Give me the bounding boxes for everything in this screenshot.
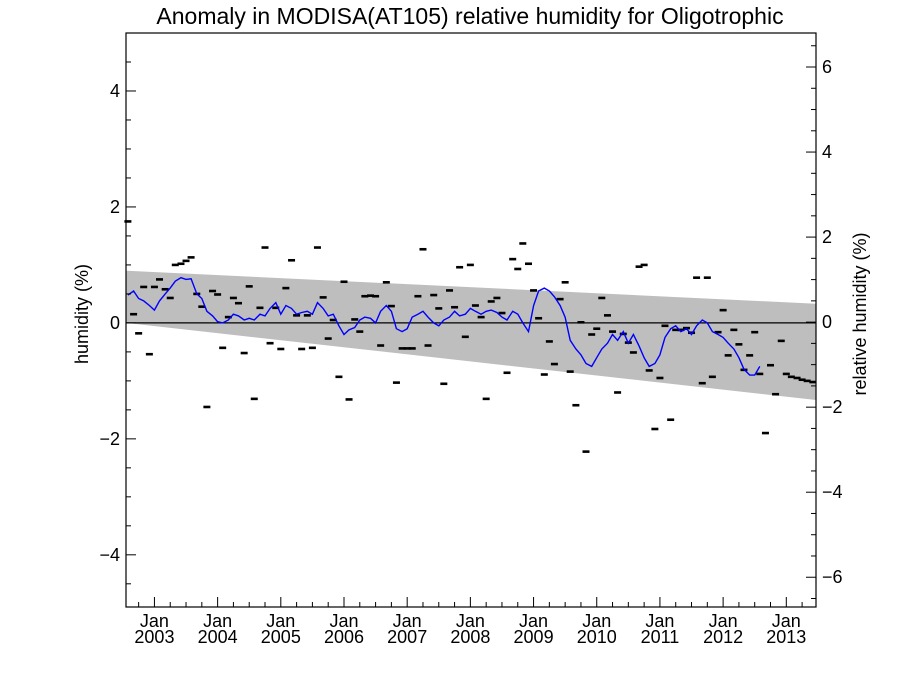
y-tick-label: 0: [110, 313, 120, 333]
y-tick-label-right: 2: [822, 227, 832, 247]
y-tick-label-right: −6: [822, 567, 843, 587]
y-tick-label-right: 6: [822, 57, 832, 77]
y-tick-label: 4: [110, 81, 120, 101]
running-mean-line: [127, 276, 761, 376]
y-tick-label: −2: [99, 429, 120, 449]
y-tick-label-right: −2: [822, 397, 843, 417]
x-tick-label-year: 2006: [324, 627, 364, 647]
x-tick-label-year: 2005: [261, 627, 301, 647]
x-tick-label-month: Jan: [393, 611, 422, 631]
y-tick-label-right: 4: [822, 142, 832, 162]
x-tick-label-year: 2007: [387, 627, 427, 647]
x-tick-label-month: Jan: [456, 611, 485, 631]
x-tick-label-month: Jan: [645, 611, 674, 631]
x-tick-label-month: Jan: [203, 611, 232, 631]
trend-band-layer: [126, 270, 816, 401]
y-tick-label: 2: [110, 197, 120, 217]
x-tick-label-year: 2012: [703, 627, 743, 647]
y-axis-label-right: relative humidity (%): [850, 232, 870, 395]
chart-title: Anomaly in MODISA(AT105) relative humidi…: [156, 3, 783, 29]
x-tick-label-month: Jan: [266, 611, 295, 631]
x-tick-label-year: 2008: [450, 627, 490, 647]
x-tick-label-month: Jan: [582, 611, 611, 631]
monthly-points-layer: [124, 220, 817, 453]
x-tick-label-month: Jan: [709, 611, 738, 631]
y-tick-label-right: 0: [822, 312, 832, 332]
trend-band: [126, 270, 816, 401]
x-tick-label-month: Jan: [772, 611, 801, 631]
x-tick-label-month: Jan: [519, 611, 548, 631]
plot-frame: [125, 32, 817, 608]
x-tick-label-year: 2004: [198, 627, 238, 647]
x-tick-label-year: 2010: [577, 627, 617, 647]
x-tick-label-year: 2011: [641, 627, 680, 647]
y-axis-label: humidity (%): [72, 264, 92, 364]
x-tick-label-year: 2013: [766, 627, 806, 647]
x-tick-label-year: 2003: [134, 627, 174, 647]
y-tick-label: −4: [99, 545, 120, 565]
axis-ticks-layer: −4−2024−6−4−20246Jan2003Jan2004Jan2005Ja…: [99, 45, 843, 647]
x-tick-label-month: Jan: [329, 611, 358, 631]
y-tick-label-right: −4: [822, 482, 843, 502]
x-tick-label-year: 2009: [514, 627, 554, 647]
x-tick-label-month: Jan: [140, 611, 169, 631]
